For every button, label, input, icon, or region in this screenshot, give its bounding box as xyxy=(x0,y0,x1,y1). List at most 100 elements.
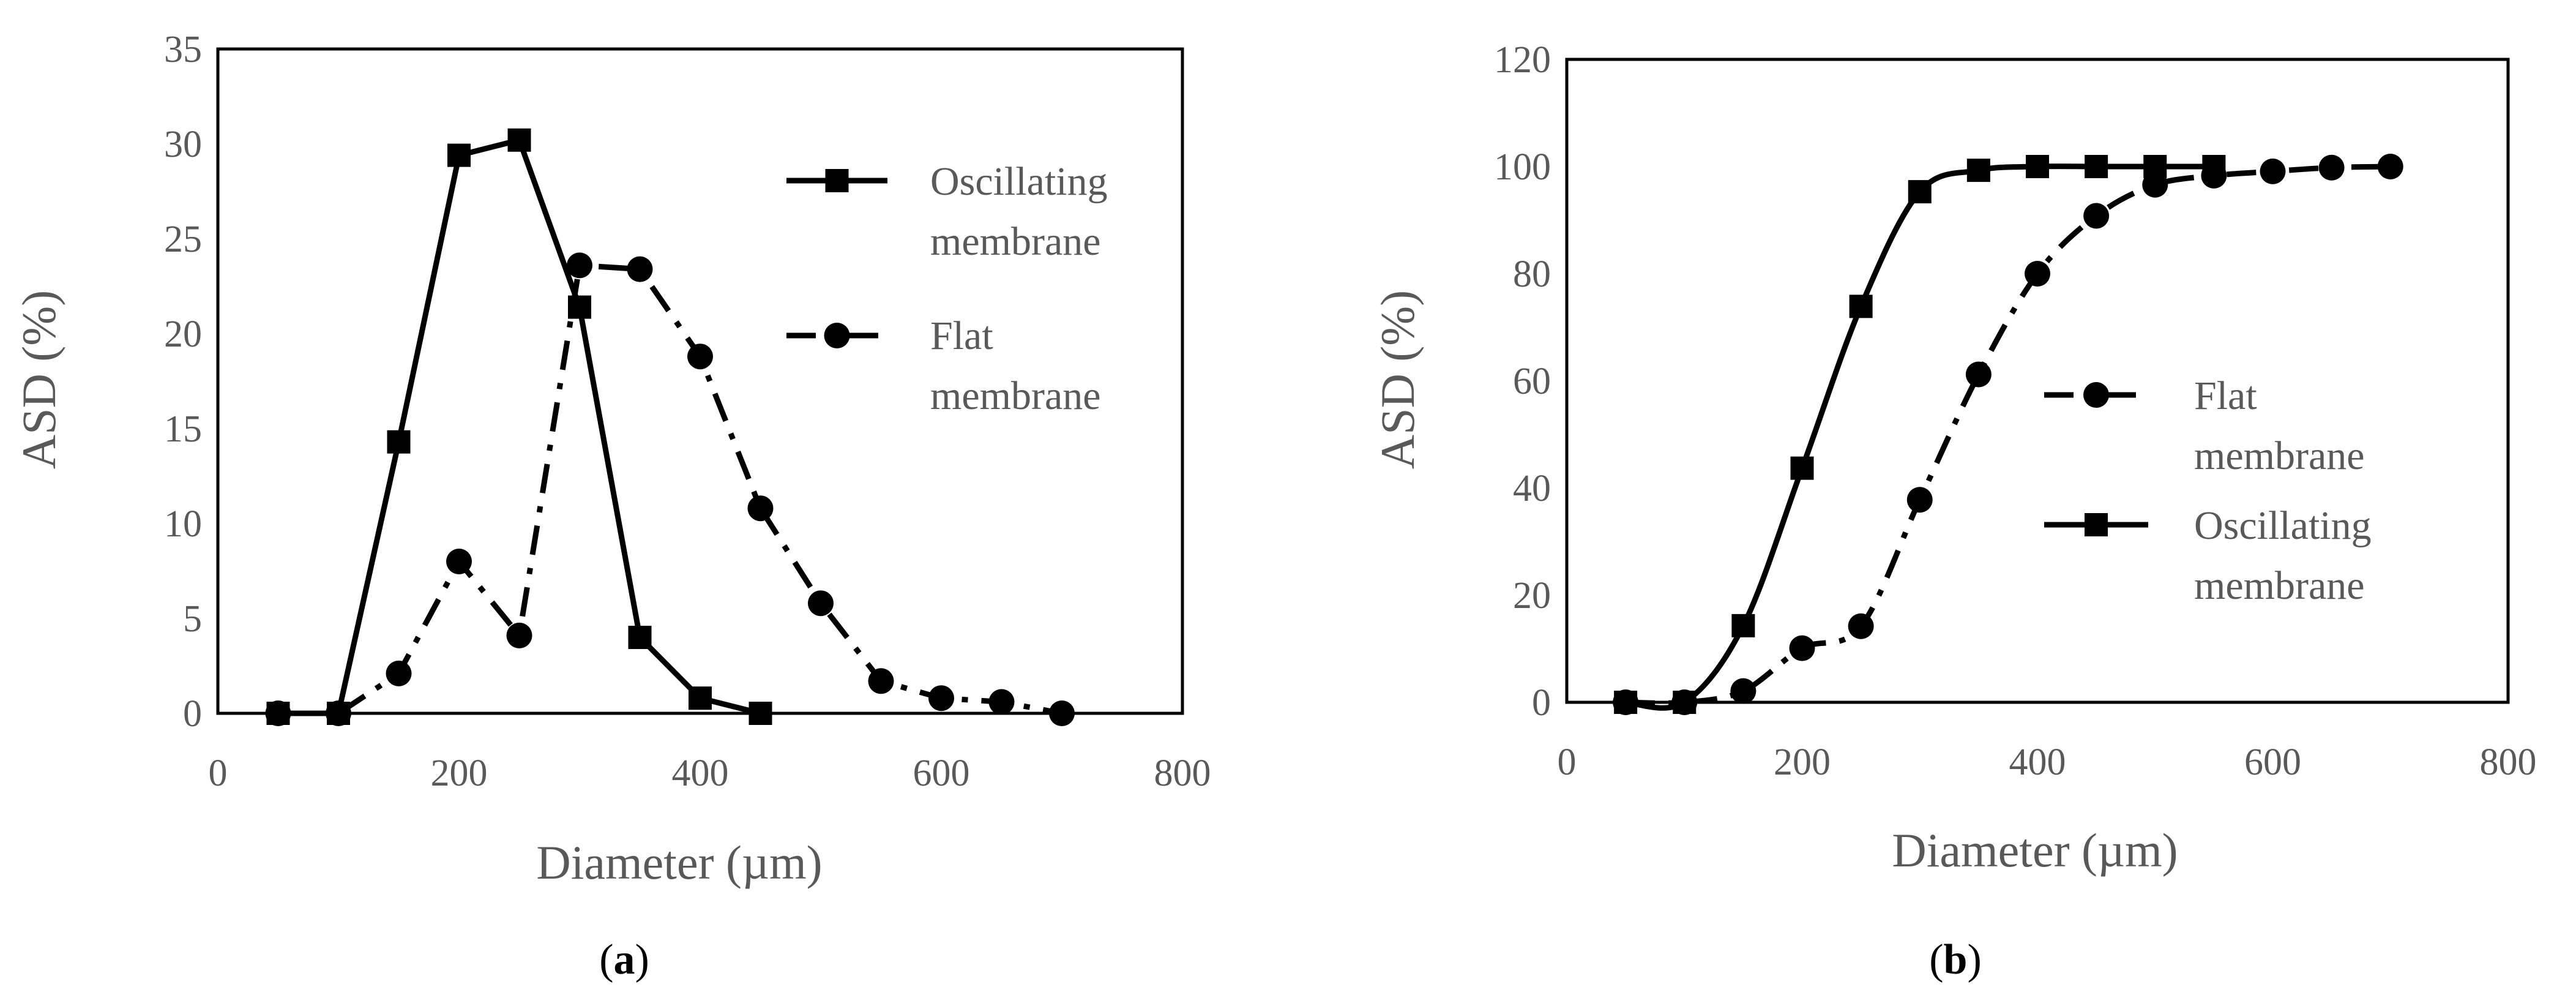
panel-a: 0 5 10 15 20 25 30 35 0 200 400 600 800 Diameter (µm)… xyxy=(12,29,1211,983)
panel-a-y-tick-label: 25 xyxy=(164,219,202,260)
panel-a-y-tick-label: 10 xyxy=(164,503,202,545)
panel-b-legend-label: membrane xyxy=(2194,434,2365,478)
panel-b-data-point xyxy=(1906,487,1933,513)
panel-a-data-point xyxy=(1049,700,1075,726)
panel-b-label-letter: b xyxy=(1944,936,1968,983)
panel-a-data-point xyxy=(387,430,411,454)
panel-a-legend-entry: Flat membrane xyxy=(786,313,1101,418)
panel-a-label-letter: a xyxy=(614,936,635,983)
panel-b-x-tick-label: 800 xyxy=(2480,741,2537,783)
panel-a-legend-label: membrane xyxy=(930,219,1101,264)
panel-b-x-axis-title: Diameter (µm) xyxy=(1892,824,2178,877)
panel-a-y-axis-title: ASD (%) xyxy=(12,290,65,469)
panel-a-x-tick-label: 800 xyxy=(1154,753,1211,794)
panel-a-series-circle xyxy=(265,252,1075,726)
panel-b-legend-label: Flat xyxy=(2194,373,2257,418)
panel-b-legend-entry: Flat membrane xyxy=(2044,373,2365,478)
panel-b-data-point xyxy=(2025,261,2050,287)
panel-b-data-point xyxy=(2085,155,2108,178)
panel-b-data-point xyxy=(2202,155,2226,178)
panel-b-data-point xyxy=(2318,154,2345,181)
panel-b-data-point xyxy=(1908,180,1932,204)
panel-b-y-tick-label: 80 xyxy=(1513,253,1551,295)
panel-b-series-line xyxy=(1625,163,2214,711)
panel-b-legend-label: Oscillating xyxy=(2194,503,2372,548)
panel-a-y-tick-label: 0 xyxy=(183,693,202,735)
panel-a-data-point xyxy=(326,700,351,726)
panel-b-legend-marker xyxy=(2085,513,2108,536)
panel-a-data-point xyxy=(747,495,774,522)
panel-b-series-square xyxy=(1614,155,2226,714)
panel-a-legend-marker xyxy=(825,169,849,192)
panel-a-data-point xyxy=(447,143,471,167)
panel-b-data-point xyxy=(1965,361,1992,388)
panel-b-data-point xyxy=(1848,613,1874,639)
panel-b-x-tick-label: 400 xyxy=(2009,741,2066,783)
panel-a-legend-label: Oscillating xyxy=(930,159,1108,204)
panel-a-data-point xyxy=(928,685,954,711)
panel-b-y-tick-label: 40 xyxy=(1513,468,1551,509)
panel-b-data-point xyxy=(1673,691,1697,714)
panel-a-data-point xyxy=(628,626,652,649)
panel-a-y-tick-label: 5 xyxy=(183,598,202,640)
panel-a-data-point xyxy=(988,689,1015,715)
panel-b-data-point xyxy=(2026,155,2049,178)
panel-a-plot-frame xyxy=(216,47,1184,715)
panel-b-x-tick-label: 600 xyxy=(2244,741,2301,783)
panel-b-legend-entry: Oscillating membrane xyxy=(2044,503,2372,608)
panel-a-legend-label: Flat xyxy=(930,313,993,358)
panel-b-data-point xyxy=(2142,171,2168,198)
panel-a-data-point xyxy=(567,252,592,279)
panel-a-data-point xyxy=(749,702,772,725)
panel-b-y-tick-label: 20 xyxy=(1513,575,1551,617)
panel-a-data-point xyxy=(808,590,834,617)
panel-a-y-tick-label: 15 xyxy=(164,408,202,450)
panel-b-data-point xyxy=(2260,158,2286,184)
panel-a-x-tick-label: 200 xyxy=(431,753,488,794)
panel-b-y-tick-label: 100 xyxy=(1494,146,1551,188)
panel-b-label-open: ( xyxy=(1929,936,1943,983)
panel-a-data-point xyxy=(687,343,713,370)
panel-a-legend-marker xyxy=(824,323,850,348)
panel-a-x-axis-title: Diameter (µm) xyxy=(536,836,822,889)
panel-b-data-point xyxy=(2377,154,2403,179)
panel-b-legend-marker xyxy=(2083,382,2109,408)
panel-a-data-point xyxy=(868,668,894,694)
panel-a-data-point xyxy=(265,700,291,726)
panel-a-label-open: ( xyxy=(599,936,613,983)
panel-a-x-tick-label: 0 xyxy=(209,753,228,794)
panel-b-y-axis-title: ASD (%) xyxy=(1371,290,1424,469)
panel-a-data-point xyxy=(446,549,472,574)
panel-a-y-tick-label: 30 xyxy=(164,124,202,165)
panel-b-series-line xyxy=(1626,163,2391,706)
panel-a-data-point xyxy=(689,686,712,710)
panel-b-data-point xyxy=(1966,159,1990,182)
panel-b-data-point xyxy=(1730,678,1757,704)
panel-a-legend-entry: Oscillating membrane xyxy=(786,159,1108,264)
panel-b-x-tick-label: 0 xyxy=(1558,741,1577,783)
panel-b-data-point xyxy=(2143,155,2167,178)
panel-a-y-tick-label: 35 xyxy=(164,29,202,70)
panel-b-plot-frame xyxy=(1565,58,2510,704)
panel-a-data-point xyxy=(627,256,653,282)
panel-b-data-point xyxy=(1731,614,1755,637)
panel-b-label-close: ) xyxy=(1967,936,1981,983)
panel-b-data-point xyxy=(2083,203,2110,229)
panel-b-data-point xyxy=(1849,295,1873,318)
panel-b-y-tick-label: 120 xyxy=(1494,39,1551,81)
panel-a-data-point xyxy=(386,660,412,686)
panel-a-label-close: ) xyxy=(635,936,649,983)
panel-a-label: (a) xyxy=(599,936,649,983)
panel-b: 0 20 40 60 80 100 120 0 200 400 600 800 Diameter (µm… xyxy=(1371,39,2537,983)
panel-a-x-tick-label: 600 xyxy=(913,753,970,794)
panel-a-legend-label: membrane xyxy=(930,373,1101,418)
panel-b-data-point xyxy=(1789,635,1815,661)
panel-b-legend-label: membrane xyxy=(2194,563,2365,608)
panel-a-data-point xyxy=(507,128,531,152)
panel-a-y-tick-label: 20 xyxy=(164,313,202,355)
panel-b-label: (b) xyxy=(1929,936,1982,983)
panel-b-data-point xyxy=(1614,691,1638,714)
panel-b-x-tick-label: 200 xyxy=(1774,741,1831,783)
